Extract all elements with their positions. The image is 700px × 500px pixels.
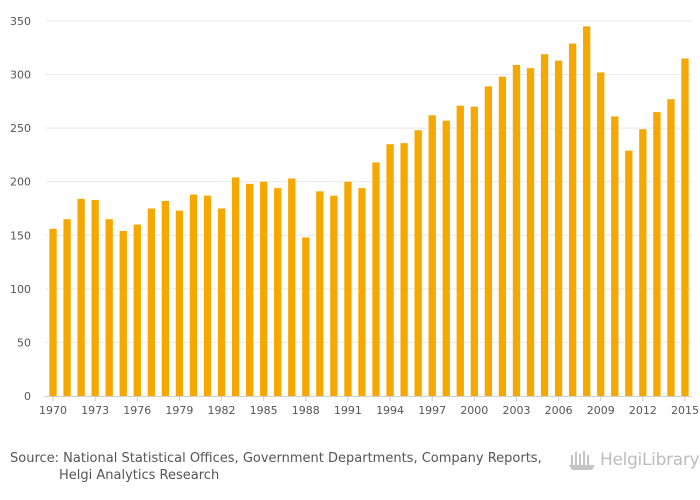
gridlines [46, 20, 692, 343]
logo-text: HelgiLibrary [600, 450, 700, 470]
bar-2002 [498, 76, 507, 396]
bar-1992 [358, 188, 366, 396]
bar-1985 [260, 181, 268, 396]
bar-1987 [288, 178, 296, 396]
source-line-1: Source: National Statistical Offices, Go… [10, 451, 542, 466]
bar-1972 [77, 198, 85, 396]
y-tick-label: 300 [10, 69, 31, 82]
x-tick-label: 1979 [165, 404, 193, 417]
bar-1981 [203, 195, 212, 396]
bar-1975 [119, 231, 127, 396]
y-tick-label: 250 [10, 122, 31, 135]
bar-2005 [540, 54, 549, 396]
bar-1996 [414, 130, 422, 397]
y-axis-ticks: 0 50 100 150 200 250 300 350 [10, 15, 31, 403]
source-note: Source: National Statistical Offices, Go… [10, 450, 550, 484]
bar-1988 [302, 237, 310, 396]
bar-1977 [147, 208, 155, 396]
y-tick-label: 350 [10, 15, 31, 28]
bar-1993 [372, 162, 380, 396]
y-tick-label: 50 [17, 336, 31, 349]
bar-1997 [428, 115, 436, 397]
bar-1989 [316, 191, 324, 396]
bar-1999 [456, 105, 464, 397]
bar-2012 [639, 129, 647, 396]
bar-1995 [400, 143, 408, 396]
x-tick-label: 2006 [545, 404, 573, 417]
bar-2006 [554, 60, 563, 397]
bar-1982 [217, 208, 226, 396]
bar-1971 [63, 219, 71, 396]
bar-1986 [274, 188, 282, 396]
helgi-library-logo: HelgiLibrary [568, 448, 700, 472]
bar-1990 [330, 195, 338, 396]
x-tick-label: 1991 [334, 404, 362, 417]
bar-1973 [91, 199, 99, 396]
x-tick-label: 1976 [123, 404, 151, 417]
bar-1994 [386, 144, 394, 396]
bar-1974 [105, 219, 113, 396]
x-tick-label: 2009 [587, 404, 615, 417]
x-tick-label: 1982 [208, 404, 236, 417]
bars [49, 26, 689, 397]
y-tick-label: 0 [24, 390, 31, 403]
bar-2014 [667, 99, 675, 396]
x-tick-label: 2015 [671, 404, 699, 417]
x-tick-label: 2003 [502, 404, 530, 417]
y-tick-label: 150 [10, 229, 31, 242]
bar-2001 [484, 86, 493, 396]
y-tick-label: 200 [10, 176, 31, 189]
x-tick-label: 1973 [81, 404, 109, 417]
x-tick-label: 1970 [39, 404, 67, 417]
bar-1991 [344, 181, 352, 396]
bar-2008 [583, 26, 591, 396]
helgi-ship-icon [569, 451, 595, 470]
bar-2011 [625, 150, 633, 396]
x-tick-label: 2012 [629, 404, 657, 417]
bar-2010 [611, 116, 619, 396]
x-tick-label: 1994 [376, 404, 404, 417]
x-tick-label: 1988 [292, 404, 320, 417]
x-tick-label: 2000 [460, 404, 488, 417]
bar-2004 [526, 68, 535, 397]
bar-1978 [161, 201, 170, 396]
bar-1983 [231, 177, 240, 396]
x-axis-ticks: 1970 1973 1976 1979 1982 1985 1988 1991 1994 1997… [39, 396, 699, 417]
y-tick-label: 100 [10, 283, 31, 296]
bar-2007 [568, 43, 577, 396]
bar-2009 [597, 72, 605, 396]
bar-2000 [470, 106, 478, 396]
x-tick-label: 1997 [418, 404, 446, 417]
bar-2013 [653, 112, 661, 397]
bar-1979 [175, 210, 184, 396]
bar-1980 [189, 194, 198, 396]
bar-1976 [133, 224, 141, 396]
x-tick-label: 1985 [250, 404, 278, 417]
source-line-2: Helgi Analytics Research [59, 468, 220, 483]
bar-2003 [512, 64, 521, 396]
bar-2015 [681, 58, 689, 396]
bar-1970 [49, 228, 57, 396]
bar-1984 [245, 183, 254, 396]
bar-1998 [442, 120, 450, 397]
